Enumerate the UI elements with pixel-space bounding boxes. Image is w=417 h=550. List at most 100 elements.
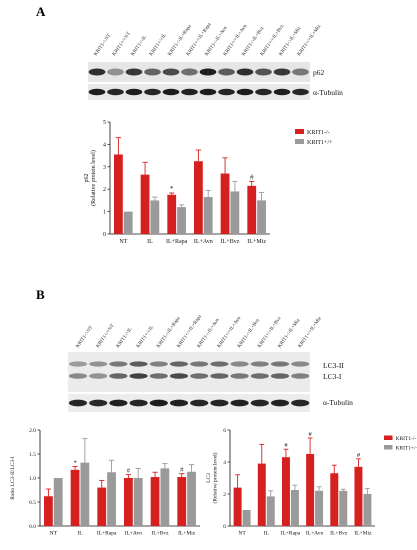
lane-label: KRIT1+/+IL [136,325,155,349]
legend-label: KRIT1+/+ [307,140,333,146]
tubulin-band [210,399,229,407]
significance-marker: * [73,459,76,466]
x-tick-label: IL [147,239,153,245]
y-axis-label: LC3 [206,473,212,483]
y-axis-label: Ratio LC3-II/LC3-I [10,456,16,500]
tubulin-band [291,399,310,407]
tubulin-label-b: α-Tubulin [323,398,353,407]
lc3-ratio-bar-chart: 0.0 0.5 1.0 1.5 2.0 Ratio LC3-II/LC3-I NT IL IL+… [10,428,200,537]
bar [281,457,290,526]
tubulin-band [162,88,180,96]
tubulin-band [270,399,290,407]
bar [44,496,53,526]
x-tick-label: IL+Bvz [330,531,348,537]
tubulin-band [125,88,143,96]
legend-label: KRIT1+/+ [396,446,417,452]
bar [306,454,315,526]
bar [133,478,143,526]
y-tick-label: 0 [223,524,226,530]
significance-marker: # [250,173,254,181]
y-tick-label: 3 [103,165,106,171]
lc3-ii-label: LC3-II [323,361,344,370]
lc3-ii-band [291,361,310,367]
tubulin-band [149,399,168,407]
lane-label: KRIT1-/-IL [116,327,134,349]
lc3-i-band [129,373,148,379]
p62-band [292,68,309,76]
x-tick-label: IL+Bvz [151,531,169,537]
bar [230,191,240,234]
bar [150,477,160,526]
x-tick-label: IL+Miz [247,239,266,245]
tubulin-band [190,399,209,407]
x-tick-label: NT [50,531,58,537]
x-tick-label: IL+Avn [125,531,143,537]
lc3-i-band [291,373,310,379]
bar [107,472,116,526]
x-tick-label: IL+Bvz [221,239,240,245]
tubulin-band [181,88,198,96]
lc3-bar-chart: 0 2 4 6 LC3 (Relative protein level) NT IL IL+Ra… [206,428,417,537]
lc3-ii-band [250,361,269,367]
p62-band [181,68,198,76]
bar [140,174,150,234]
x-tick-label: IL+Avn [306,531,324,537]
bar [177,477,187,526]
tubulin-band [88,88,106,96]
p62-bar-chart: 0 1 2 3 4 5 p62 (Relative protein level) NT IL IL+… [84,120,333,245]
panel-b-lane-labels: KRIT1-/-NT KRIT1+/+NT KRIT1-/-IL KRIT1+/+IL… [76,314,324,349]
bar [194,161,203,234]
p62-band [255,68,272,76]
x-tick-label: IL [264,531,270,537]
lc3-i-band [68,373,88,379]
x-tick-label: IL [77,531,83,537]
p62-band [162,68,180,76]
p62-band [144,68,161,76]
lc3-i-band [149,373,168,379]
bar [203,197,213,234]
lc3-ii-band [190,361,209,367]
p62-band [107,68,124,76]
lane-label: KRIT1-/-IL [131,35,149,57]
significance-marker: # [357,452,361,459]
bar [290,490,299,526]
lc3-i-band [210,373,229,379]
tubulin-band [144,88,161,96]
p62-label: p62 [313,68,325,77]
bar [257,463,266,526]
bar [242,510,251,526]
y-tick-label: 2 [103,187,106,193]
lane-label: KRIT1-/-NT [94,33,113,57]
bar [80,462,90,526]
tubulin-band [230,399,249,407]
lc3-i-band [250,373,269,379]
y-tick-label: 0.5 [29,500,36,506]
y-tick-label: 1.0 [29,476,36,482]
x-tick-label: NT [238,531,246,537]
legend-swatch [295,139,304,144]
significance-marker: * [170,185,174,193]
bar [53,478,63,526]
bar [339,490,348,526]
tubulin-band [89,399,108,407]
lc3-i-band [190,373,209,379]
bar [150,200,160,234]
bar [160,468,170,526]
bar [247,185,257,234]
tubulin-band [107,88,124,96]
y-axis-label: p62 [84,174,90,183]
legend-swatch [384,445,393,450]
tubulin-band [199,88,217,96]
lc3-i-band [169,373,189,379]
lc3-i-band [270,373,290,379]
bar [315,490,324,526]
tubulin-blot-b [68,394,310,412]
tubulin-band [169,399,189,407]
bar [187,471,196,526]
p62-band [273,68,291,76]
lc3-i-band [230,373,249,379]
bar [330,473,339,526]
x-tick-label: IL+Rapa [97,531,117,537]
lc3-ii-band [149,361,168,367]
